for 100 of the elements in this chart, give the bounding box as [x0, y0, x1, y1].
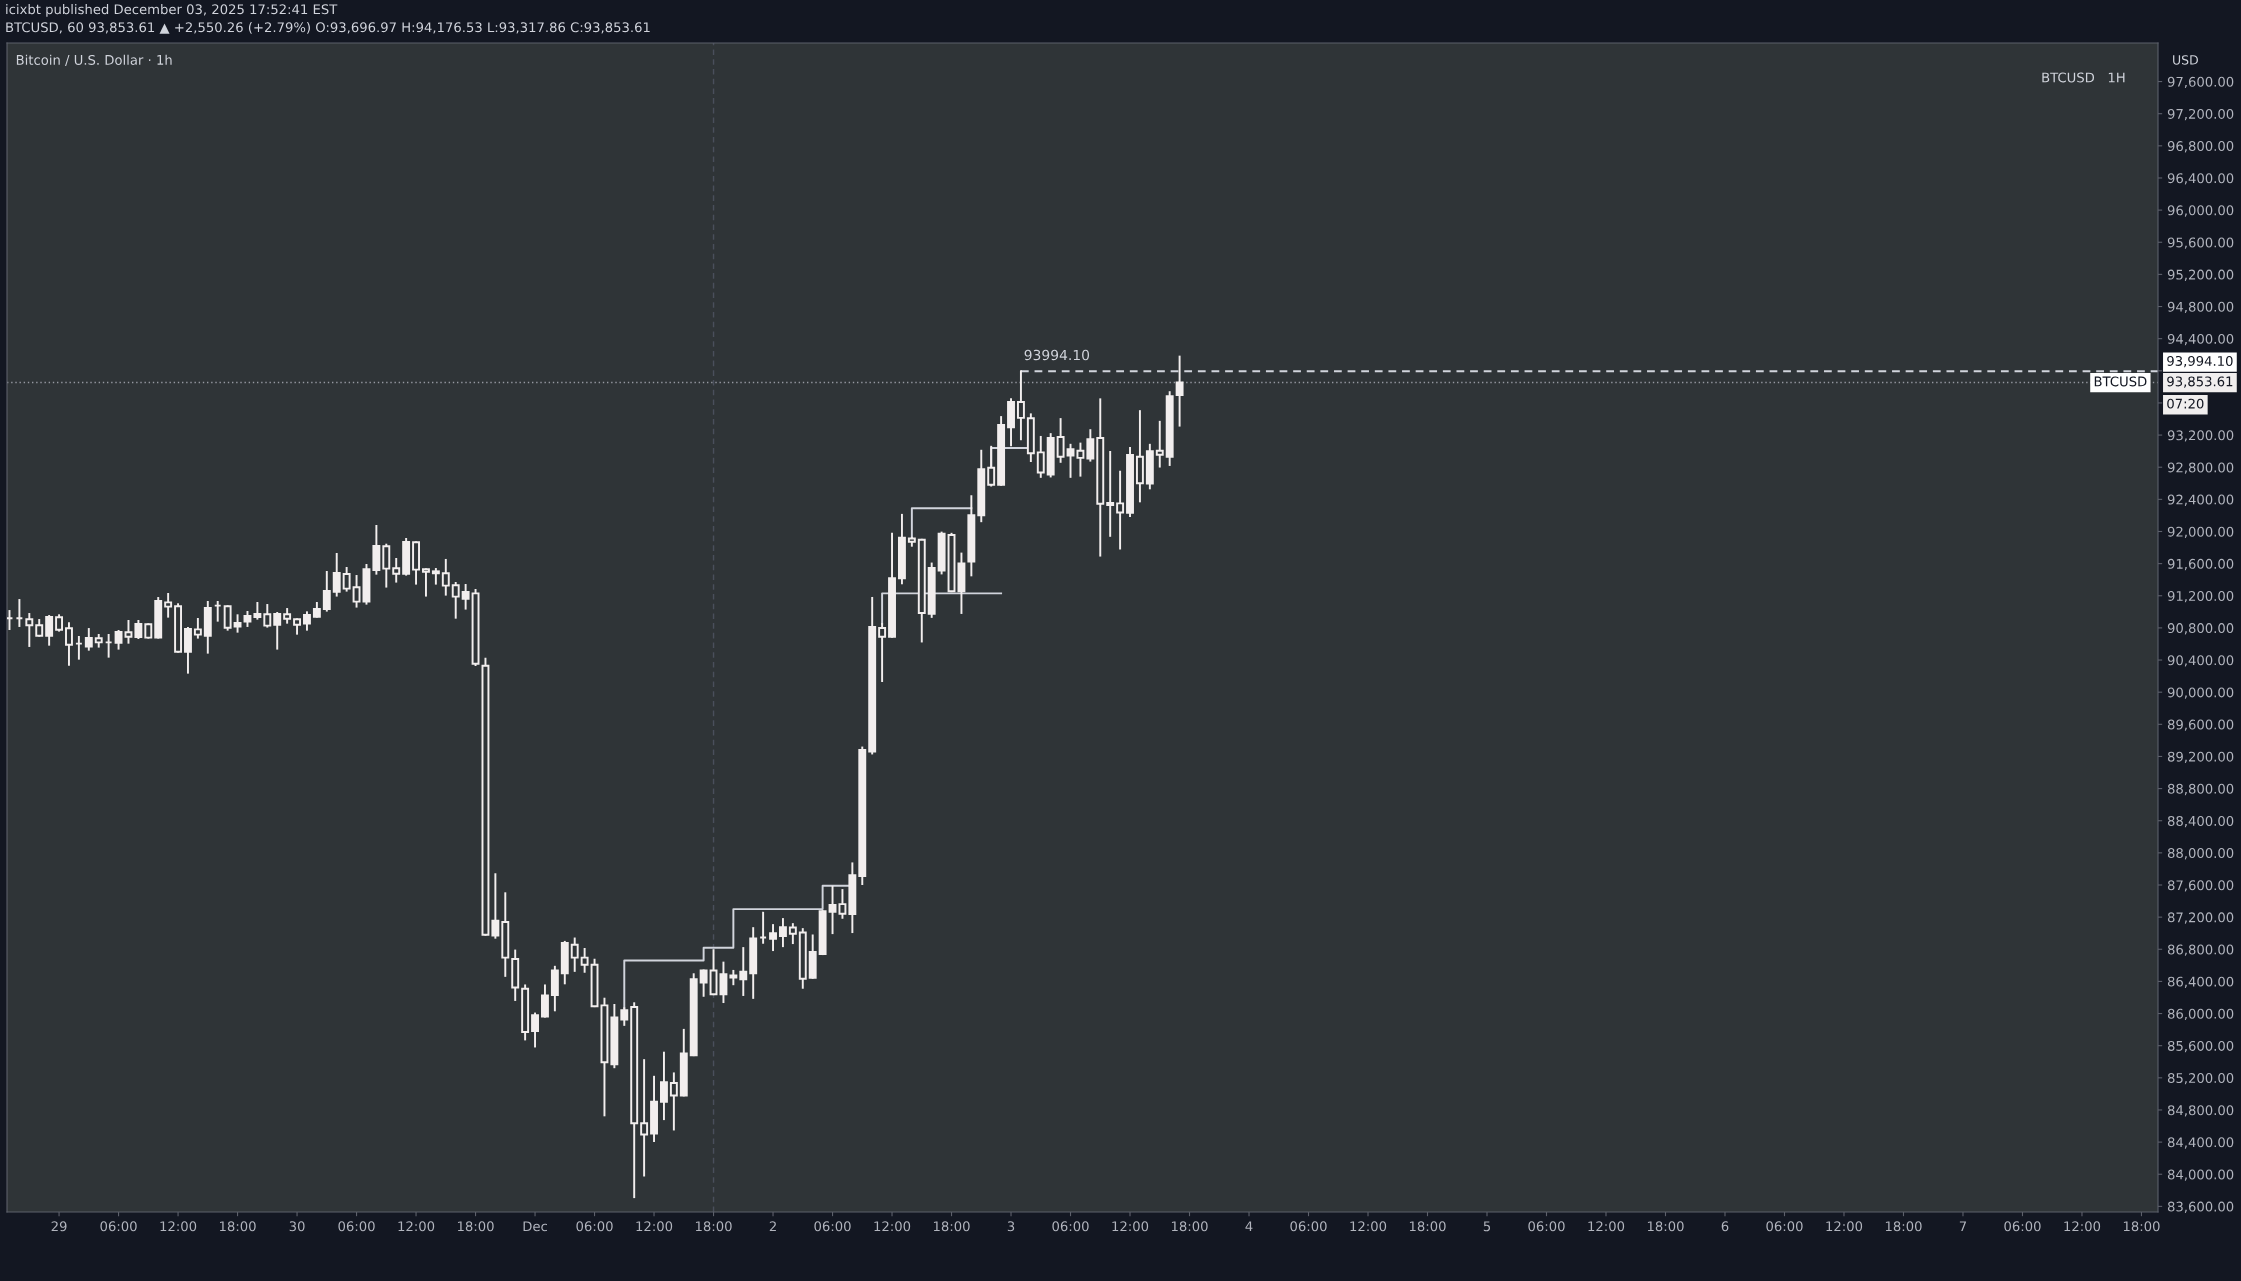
x-tick-label: 18:00	[695, 1221, 732, 1232]
y-tick-label: 90,000.00	[2167, 687, 2234, 699]
x-tick-label: 06:00	[576, 1221, 613, 1232]
x-tick-label: 12:00	[636, 1221, 673, 1232]
y-tick-label: 94,800.00	[2167, 301, 2234, 314]
candlestick	[1066, 443, 1075, 478]
candlestick	[392, 558, 401, 583]
y-tick-label: 85,200.00	[2167, 1073, 2234, 1085]
candlestick	[65, 622, 73, 666]
x-tick-label: 18:00	[457, 1221, 494, 1232]
x-tick-label: 29	[51, 1221, 67, 1232]
x-tick-label: 12:00	[1112, 1221, 1149, 1232]
candlestick	[461, 584, 470, 610]
candlestick	[263, 604, 272, 628]
x-tick-label: 12:00	[1350, 1221, 1387, 1232]
candlestick	[193, 618, 202, 639]
x-tick-label: 06:00	[1766, 1221, 1803, 1232]
candlestick	[1155, 420, 1164, 468]
candlestick	[84, 628, 93, 651]
y-tick-label: 91,200.00	[2167, 590, 2234, 603]
candlestick	[640, 1059, 649, 1177]
candlestick	[828, 885, 837, 935]
y-tick-label: 93,200.00	[2167, 430, 2234, 442]
x-tick-label: 06:00	[1528, 1221, 1565, 1232]
y-tick-label: 86,000.00	[2167, 1008, 2234, 1021]
y-tick-label: 96,800.00	[2167, 141, 2234, 153]
y-tick-label: 96,400.00	[2167, 173, 2234, 185]
candlestick	[769, 924, 777, 952]
candlestick	[878, 623, 887, 682]
y-tick-label: 90,400.00	[2167, 655, 2234, 667]
candlestick	[451, 582, 460, 619]
candlestick	[719, 961, 728, 1004]
x-tick-label: 12:00	[1826, 1221, 1863, 1232]
y-tick-label: 94,400.00	[2167, 333, 2234, 346]
candlestick	[124, 620, 133, 644]
y-tick-label: 84,400.00	[2167, 1137, 2234, 1149]
x-tick-label: 18:00	[1409, 1221, 1446, 1232]
text: BTCUSD, 60 93,853.61 ▲ +2,550.26 (+2.79%) O:93,696.97 H:94,176.53 L:93,317.86 C:93,853.61	[6, 22, 650, 34]
x-tick-label: 4	[1245, 1221, 1253, 1232]
candlestick	[1175, 355, 1184, 427]
candlestick	[1056, 418, 1065, 463]
y-tick-label: 91,600.00	[2167, 558, 2234, 571]
x-tick-label: 18:00	[219, 1221, 256, 1232]
x-tick-label: 06:00	[1290, 1221, 1327, 1232]
x-tick-label: 3	[1007, 1221, 1015, 1232]
y-tick-label: 89,600.00	[2167, 719, 2234, 731]
x-tick-label: 18:00	[1885, 1221, 1922, 1232]
y-tick-label: 92,400.00	[2167, 494, 2234, 506]
x-tick-label: Dec	[523, 1221, 547, 1232]
candlestick	[1036, 435, 1045, 478]
x-tick-label: 12:00	[874, 1221, 911, 1232]
y-tick-label: 92,800.00	[2167, 462, 2234, 474]
candlestick	[322, 571, 331, 612]
candlestick	[1016, 370, 1025, 441]
y-tick-label: 92,000.00	[2167, 526, 2234, 539]
x-tick-label: 18:00	[2123, 1221, 2160, 1232]
x-tick-label: 30	[289, 1221, 305, 1232]
y-tick-label: 87,200.00	[2167, 912, 2234, 924]
y-tick-label: 97,200.00	[2167, 108, 2234, 121]
y-tick-label: 88,400.00	[2167, 815, 2234, 828]
y-tick-label: 95,600.00	[2167, 237, 2234, 249]
y-tick-label: 96,000.00	[2167, 205, 2234, 217]
y-tick-label: 86,800.00	[2167, 944, 2234, 956]
y-tick-label: 84,000.00	[2167, 1169, 2234, 1181]
candlestick	[332, 553, 341, 597]
candlestick	[382, 543, 391, 588]
x-tick-label: 12:00	[2064, 1221, 2101, 1232]
candlestick	[779, 918, 787, 948]
candlestick	[739, 947, 748, 996]
candlestick	[1086, 429, 1095, 462]
candlestick	[441, 558, 450, 596]
y-tick-label: 85,600.00	[2167, 1040, 2234, 1053]
x-tick-label: 2	[769, 1221, 776, 1232]
x-tick-label: 06:00	[2004, 1221, 2041, 1232]
candlestick	[422, 568, 430, 597]
y-tick-label: 84,800.00	[2167, 1105, 2234, 1117]
y-tick-label: 97,600.00	[2167, 76, 2234, 89]
text: 07:20	[2167, 398, 2204, 409]
candlestick	[1116, 470, 1125, 550]
candlestick	[660, 1051, 668, 1121]
x-tick-label: 12:00	[398, 1221, 435, 1232]
candlestick	[431, 568, 440, 585]
y-tick-label: 88,000.00	[2167, 848, 2234, 860]
x-tick-label: 12:00	[1588, 1221, 1625, 1232]
candlestick	[164, 593, 173, 618]
candlestick	[669, 1072, 678, 1131]
annotation: BTCUSD 1H	[2042, 72, 2125, 83]
x-tick-label: 12:00	[160, 1221, 197, 1232]
x-tick-label: 5	[1483, 1221, 1491, 1232]
x-tick-label: 18:00	[1647, 1221, 1684, 1232]
y-tick-label: 88,800.00	[2167, 783, 2234, 796]
text: 93,994.10	[2167, 355, 2233, 368]
candlestick	[580, 947, 589, 973]
candlestick	[352, 575, 361, 608]
x-tick-label: 06:00	[100, 1221, 137, 1232]
candlestick	[541, 984, 549, 1018]
y-tick-label: 90,800.00	[2167, 623, 2234, 635]
candlestick	[1076, 442, 1085, 477]
y-tick-label: 83,600.00	[2167, 1201, 2234, 1213]
candlestick	[699, 969, 708, 997]
